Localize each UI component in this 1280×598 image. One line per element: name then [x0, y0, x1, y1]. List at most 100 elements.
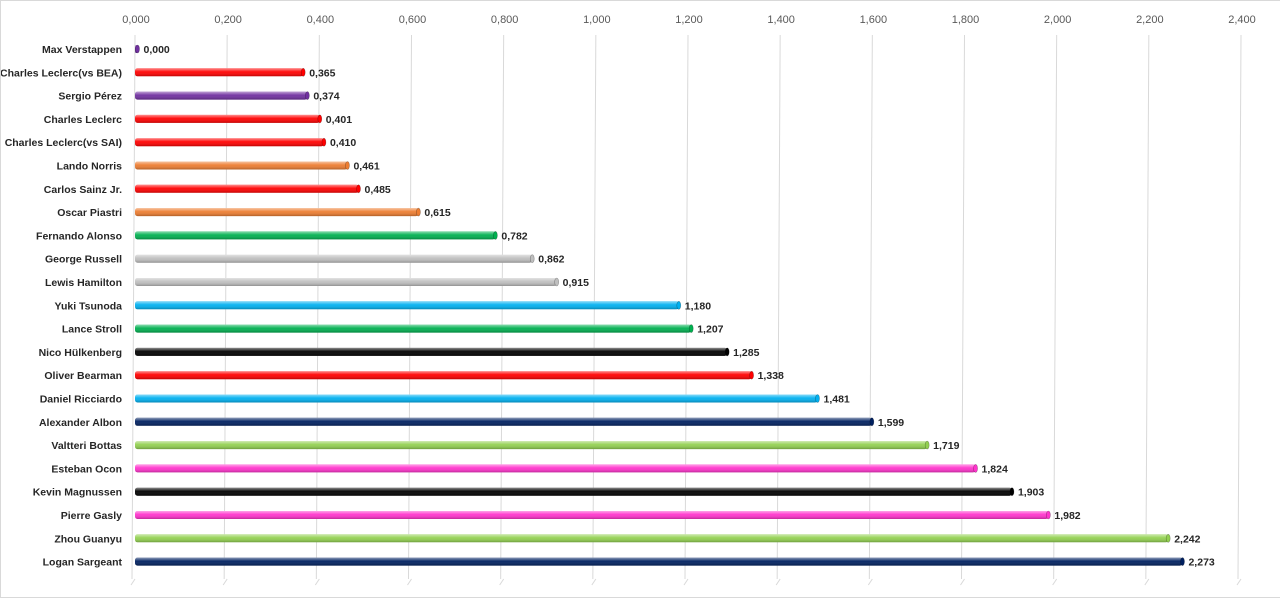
category-label: Sergio Pérez	[58, 91, 122, 103]
bar-shading	[135, 231, 496, 240]
tick-mark	[222, 578, 228, 586]
x-tick-label: 2,000	[1044, 14, 1072, 26]
bar-row: Daniel Ricciardo 1,481	[40, 394, 850, 406]
bar-shading	[135, 184, 359, 193]
x-tick-label: 0,200	[214, 14, 242, 26]
bar-row: Zhou Guanyu 2,242	[54, 533, 1200, 545]
bar-end-cap	[305, 91, 310, 100]
category-label: Esteban Ocon	[51, 463, 122, 475]
bar-row: Alexander Albon 1,599	[39, 417, 904, 429]
bar-shading	[135, 324, 692, 333]
bar-shading	[135, 68, 304, 77]
category-label: Oscar Piastri	[57, 207, 122, 219]
bar-row: Oscar Piastri 0,615	[57, 207, 451, 219]
gridline	[1145, 34, 1150, 580]
data-label: 0,915	[563, 277, 589, 289]
bar-row: Lewis Hamilton 0,915	[45, 277, 589, 289]
data-label: 0,000	[144, 44, 170, 56]
bar-row: Charles Leclerc(vs BEA) 0,365	[1, 67, 336, 79]
bar-end-cap	[554, 277, 559, 287]
data-label: 1,207	[697, 324, 723, 336]
bar-end-cap	[321, 137, 327, 147]
bar-row: Sergio Pérez 0,374	[58, 91, 339, 103]
data-label: 1,824	[982, 463, 1008, 475]
bar-row: Max Verstappen 0,000	[42, 44, 170, 56]
bar-row: Fernando Alonso 0,782	[36, 230, 528, 242]
bar-end-cap	[1165, 533, 1171, 543]
bar-shading	[135, 534, 1169, 543]
category-label: Oliver Bearman	[44, 370, 122, 382]
data-label: 0,782	[501, 230, 527, 242]
category-label: Lewis Hamilton	[45, 277, 122, 289]
bar-row: Logan Sargeant 2,273	[43, 557, 1215, 569]
category-label: Kevin Magnussen	[33, 487, 122, 499]
bar-end-cap	[724, 347, 730, 357]
bar-shading	[135, 208, 419, 217]
x-tick-label: 0,400	[307, 14, 335, 26]
data-label: 1,481	[823, 394, 849, 406]
gridline	[868, 34, 873, 580]
bar-row: Yuki Tsunoda 1,180	[55, 300, 712, 312]
bar-shading	[135, 91, 308, 100]
data-label: 1,982	[1054, 510, 1080, 522]
data-label: 1,903	[1018, 487, 1044, 499]
bar-shading	[135, 347, 728, 356]
category-label: Alexander Albon	[39, 417, 122, 429]
bar-end-cap	[356, 184, 361, 194]
category-label: Lance Stroll	[62, 324, 122, 336]
tick-mark	[591, 578, 597, 586]
x-axis-ticks: 0,000 0,200 0,400 0,600 0,800 1,000 1,200 1,400…	[122, 14, 1256, 26]
bar-end-cap	[1180, 557, 1185, 566]
gridline	[776, 34, 781, 580]
bar-row: Oliver Bearman 1,338	[44, 370, 784, 382]
data-label: 0,862	[538, 254, 564, 266]
bar-end-cap	[529, 254, 535, 264]
bar-end-cap	[815, 394, 820, 403]
bar-row: Charles Leclerc(vs SAI) 0,410	[5, 137, 357, 149]
x-tick-label: 1,000	[583, 14, 611, 26]
data-label: 1,599	[878, 417, 904, 429]
data-label: 1,180	[685, 300, 711, 312]
bar-row: Lando Norris 0,461	[57, 161, 380, 173]
tick-mark	[407, 578, 412, 586]
gridline	[1237, 34, 1242, 580]
bar-shading	[135, 464, 976, 473]
category-label: Lando Norris	[57, 161, 122, 173]
bar-shading	[135, 301, 679, 310]
bar-row: Pierre Gasly 1,982	[61, 510, 1081, 522]
category-label: Carlos Sainz Jr.	[44, 184, 122, 196]
data-label: 0,365	[309, 67, 335, 79]
x-tick-label: 1,400	[767, 14, 795, 26]
gridline	[131, 34, 136, 580]
gridline	[961, 34, 965, 580]
x-tick-label: 0,600	[399, 14, 427, 26]
x-tick-label: 1,600	[860, 14, 888, 26]
data-label: 0,374	[313, 91, 339, 103]
bar-end-cap	[676, 300, 682, 310]
tick-mark	[1236, 578, 1242, 586]
category-label: Pierre Gasly	[61, 510, 122, 522]
tick-mark	[314, 578, 320, 586]
bar-shading	[135, 138, 324, 147]
gridline	[1053, 34, 1058, 580]
bar-shading	[135, 254, 533, 263]
bar-end-cap	[688, 324, 694, 333]
category-label: Charles Leclerc(vs BEA)	[1, 67, 122, 79]
tick-mark	[1144, 578, 1150, 586]
bar-end-cap	[749, 370, 754, 380]
bar-shading	[135, 557, 1183, 566]
category-label: George Russell	[45, 254, 122, 266]
bar-end-cap	[345, 161, 350, 170]
bars: Max Verstappen 0,000 Charles Leclerc(vs BE…	[1, 44, 1215, 569]
data-label: 1,338	[758, 370, 784, 382]
bar-end-cap	[973, 464, 978, 473]
bar-end-cap	[869, 417, 875, 427]
tick-mark	[1052, 578, 1058, 586]
bar-shading	[135, 511, 1049, 519]
bar-shading	[135, 161, 348, 170]
x-tick-label: 0,800	[491, 14, 519, 26]
bar-end-cap	[300, 68, 306, 77]
tick-mark	[960, 578, 965, 586]
data-label: 0,410	[330, 137, 356, 149]
